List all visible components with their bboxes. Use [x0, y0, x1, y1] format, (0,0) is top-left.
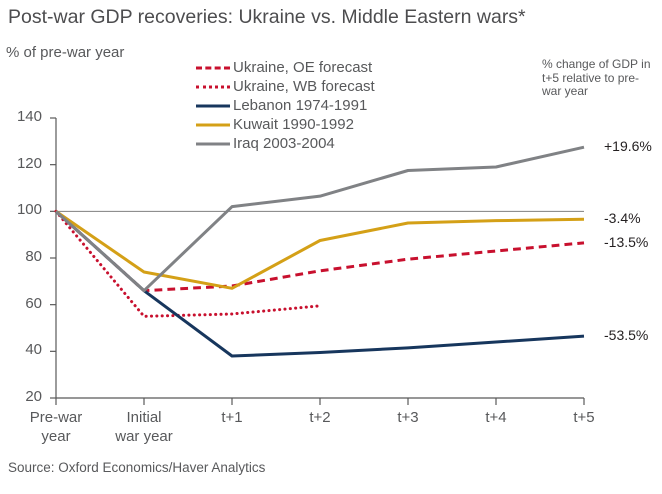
x-tick-label-line: t+1	[221, 409, 243, 426]
x-tick-label: t+4	[448, 408, 544, 427]
x-tick-label-line: t+3	[397, 409, 419, 426]
y-tick-label: 40	[25, 341, 42, 359]
y-tick-label: 20	[25, 388, 42, 405]
x-tick-label: t+5	[536, 408, 632, 427]
chart-legend: Ukraine, OE forecast Ukraine, WB forecas…	[196, 58, 375, 153]
series-line	[54, 210, 585, 293]
chart-subtitle: % of pre-war year	[6, 44, 125, 61]
legend-label: Iraq 2003-2004	[233, 135, 335, 152]
y-tick-label: 60	[25, 294, 42, 312]
legend-label: Ukraine, WB forecast	[233, 78, 375, 95]
x-tick-label: t+3	[360, 408, 456, 427]
x-tick-label-line: Pre-war	[29, 409, 83, 426]
y-tick-label: 100	[16, 201, 42, 219]
legend-swatch-solid-icon	[196, 118, 230, 132]
legend-item-oe[interactable]: Ukraine, OE forecast	[196, 58, 375, 77]
page-title: Post-war GDP recoveries: Ukraine vs. Mid…	[8, 6, 526, 28]
x-tick-label-line: t+2	[309, 409, 331, 426]
y-tick-label: 80	[25, 248, 42, 265]
x-tick-label-line: t+4	[485, 409, 507, 426]
legend-label: Kuwait 1990-1992	[233, 116, 354, 133]
x-tick-label: Initial war year	[96, 408, 192, 446]
legend-swatch-solid-icon	[196, 99, 230, 113]
x-tick-label-line: Initial	[126, 409, 162, 426]
legend-label: Ukraine, OE forecast	[233, 59, 373, 76]
y-tick-label: 140	[16, 108, 42, 125]
legend-item-lebanon[interactable]: Lebanon 1974-1991	[196, 96, 375, 115]
legend-label: Lebanon 1974-1991	[233, 97, 368, 114]
x-tick-label: Pre-war year	[8, 408, 104, 446]
right-annotation-note: % change of GDP in t+5 relative to pre-w…	[542, 57, 651, 98]
legend-item-wb[interactable]: Ukraine, WB forecast	[196, 77, 375, 96]
series-line	[54, 209, 322, 318]
x-tick-label: t+2	[272, 408, 368, 427]
legend-swatch-solid-icon	[196, 137, 230, 151]
x-tick-label: t+1	[184, 408, 280, 427]
end-value-label: -53.5%	[604, 327, 649, 344]
end-value-label: +19.6%	[604, 138, 652, 155]
y-tick-label: 120	[16, 154, 42, 172]
end-value-label: -13.5%	[604, 233, 649, 250]
end-value-label: -3.4%	[604, 210, 641, 227]
legend-swatch-dotted-icon	[196, 80, 230, 94]
x-tick-label-line: war year	[115, 428, 173, 445]
series-line	[54, 145, 585, 293]
legend-item-kuwait[interactable]: Kuwait 1990-1992	[196, 115, 375, 134]
source-note: Source: Oxford Economics/Haver Analytics	[8, 460, 266, 475]
x-tick-label-line: t+5	[573, 409, 595, 426]
legend-swatch-dashed-icon	[196, 61, 230, 75]
x-tick-label-line: year	[41, 428, 71, 445]
legend-item-iraq[interactable]: Iraq 2003-2004	[196, 134, 375, 153]
series-line	[55, 210, 585, 290]
